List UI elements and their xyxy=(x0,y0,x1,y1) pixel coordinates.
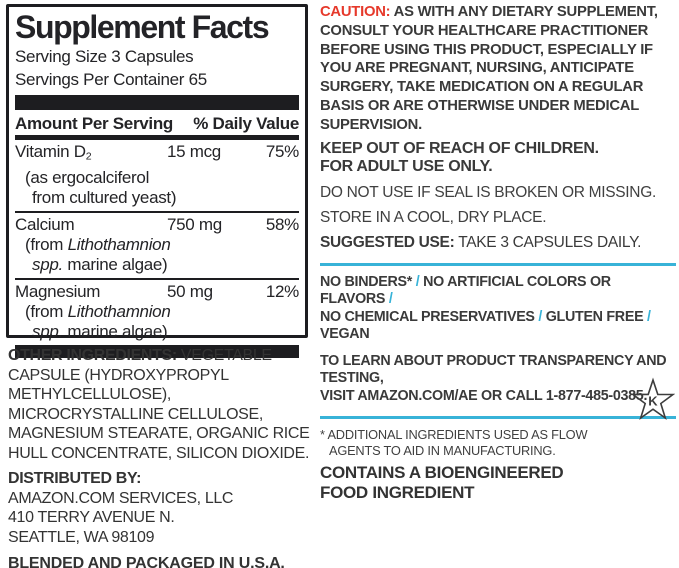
claim-text: VEGAN xyxy=(320,326,370,343)
nutrient-name-subscript: 2 xyxy=(85,150,92,163)
suggested-use-text: TAKE 3 CAPSULES DAILY. xyxy=(454,233,642,251)
note-spp-italic: spp. xyxy=(32,321,63,341)
claim-separator: / xyxy=(388,291,393,308)
amount-per-serving-label: Amount Per Serving xyxy=(15,114,174,133)
bottom-black-bar xyxy=(15,344,299,358)
warning-pair: KEEP OUT OF REACH OF CHILDREN. FOR ADULT… xyxy=(320,140,676,176)
bioengineered-line: FOOD INGREDIENT xyxy=(320,482,475,502)
nutrient-daily-value: 58% xyxy=(265,214,299,234)
transparency-line: VISIT AMAZON.COM/AE OR CALL 1-877-485-03… xyxy=(320,387,648,404)
daily-value-label: % Daily Value xyxy=(193,114,299,133)
claim-separator: / xyxy=(647,308,651,325)
nutrient-amount: 50 mg xyxy=(167,281,213,301)
other-ingredients: OTHER INGREDIENTS: VEGETABLE CAPSULE (HY… xyxy=(8,346,312,463)
row-divider xyxy=(15,210,299,213)
note-text: (from xyxy=(25,301,68,321)
bioengineered-line: CONTAINS A BIOENGINEERED xyxy=(320,463,564,483)
note-genus-italic: Lithothamnion xyxy=(67,234,171,254)
nutrient-main-line: Magnesium 50 mg 12% xyxy=(15,281,299,302)
nutrient-source-note: spp. marine algae) xyxy=(15,322,299,342)
distributed-by-label: DISTRIBUTED BY: xyxy=(8,470,142,487)
nutrient-row-vitamin-d2: Vitamin D2 15 mcg 75% (as ergocalciferol… xyxy=(15,140,299,213)
other-ingredients-text: VEGETABLE CAPSULE (HYDROXYPROPYL METHYLC… xyxy=(8,347,310,462)
claim-text: NO ARTIFICIAL COLORS OR FLAVORS xyxy=(320,273,611,308)
claims-line: NO BINDERS* / NO ARTIFICIAL COLORS OR FL… xyxy=(320,274,676,344)
header-rule xyxy=(15,135,299,140)
caution-label: CAUTION: xyxy=(320,4,391,20)
nutrient-daily-value: 12% xyxy=(265,281,299,301)
supplement-facts-panel: Supplement Facts Serving Size 3 Capsules… xyxy=(6,4,308,358)
claim-text: GLUTEN FREE xyxy=(545,308,644,325)
nutrient-source-note: (from Lithothamnion xyxy=(15,235,299,255)
panel-title: Supplement Facts xyxy=(15,9,270,45)
star-k-letter: K xyxy=(648,394,658,409)
flow-agents-footnote: * ADDITIONAL INGREDIENTS USED AS FLOW AGE… xyxy=(320,427,676,458)
top-black-bar xyxy=(15,95,299,110)
caution-text: AS WITH ANY DIETARY SUPPLEMENT, CONSULT … xyxy=(320,4,658,133)
nutrient-source-note: (from Lithothamnion xyxy=(15,302,299,322)
note-spp-italic: spp. xyxy=(32,254,63,274)
claim-text: NO CHEMICAL PRESERVATIVES xyxy=(320,308,535,325)
distributed-by: DISTRIBUTED BY: AMAZON.COM SERVICES, LLC… xyxy=(8,469,312,547)
panel-header-row: Amount Per Serving % Daily Value xyxy=(15,110,299,135)
nutrient-row-magnesium: Magnesium 50 mg 12% (from Lithothamnion … xyxy=(15,280,299,342)
keep-out-statement: KEEP OUT OF REACH OF CHILDREN. xyxy=(320,139,599,157)
caution-paragraph: CAUTION: AS WITH ANY DIETARY SUPPLEMENT,… xyxy=(320,3,676,135)
star-k-kosher-icon: K xyxy=(631,377,675,421)
warnings-column: CAUTION: AS WITH ANY DIETARY SUPPLEMENT,… xyxy=(320,3,676,502)
distributor-street: 410 TERRY AVENUE N. xyxy=(8,509,175,526)
note-genus-italic: Lithothamnion xyxy=(67,301,171,321)
note-text: marine algae) xyxy=(62,321,168,341)
nutrient-name: Vitamin D2 xyxy=(15,141,167,168)
nutrient-source-note: spp. marine algae) xyxy=(15,255,299,275)
claim-text: NO BINDERS* xyxy=(320,273,413,290)
servings-per-container: Servings Per Container 65 xyxy=(15,70,207,89)
claim-separator: / xyxy=(538,308,543,325)
transparency-statement: TO LEARN ABOUT PRODUCT TRANSPARENCY AND … xyxy=(320,353,676,406)
claim-separator: / xyxy=(415,273,420,290)
bioengineered-statement: CONTAINS A BIOENGINEERED FOOD INGREDIENT xyxy=(320,463,676,502)
cyan-divider-bottom xyxy=(320,416,676,420)
nutrient-amount: 750 mg xyxy=(167,214,222,234)
storage-statement: STORE IN A COOL, DRY PLACE. xyxy=(320,208,547,226)
serving-size: Serving Size 3 Capsules xyxy=(15,47,194,66)
nutrient-source-note: (as ergocalciferol xyxy=(25,167,150,187)
footnote-line: AGENTS TO AID IN MANUFACTURING. xyxy=(329,442,556,458)
blended-packaged-statement: BLENDED AND PACKAGED IN U.S.A. xyxy=(8,555,285,568)
note-text: (from xyxy=(25,234,68,254)
nutrient-source-note: from cultured yeast) xyxy=(32,187,177,207)
nutrient-daily-value: 75% xyxy=(265,142,299,161)
seal-statement: DO NOT USE IF SEAL IS BROKEN OR MISSING. xyxy=(320,183,656,201)
distributor-name: AMAZON.COM SERVICES, LLC xyxy=(8,489,234,507)
cyan-divider-top xyxy=(320,262,676,266)
footnote-asterisk: * xyxy=(320,427,325,443)
footnote-line: ADDITIONAL INGREDIENTS USED AS FLOW xyxy=(327,427,588,443)
nutrient-name: Calcium xyxy=(15,214,75,234)
suggested-use-label: SUGGESTED USE: xyxy=(320,233,455,251)
manufacturer-block: OTHER INGREDIENTS: VEGETABLE CAPSULE (HY… xyxy=(8,346,312,568)
suggested-use: SUGGESTED USE: TAKE 3 CAPSULES DAILY. xyxy=(320,234,676,252)
nutrient-row-calcium: Calcium 750 mg 58% (from Lithothamnion s… xyxy=(15,213,299,280)
other-ingredients-label: OTHER INGREDIENTS: xyxy=(8,347,177,364)
nutrient-main-line: Vitamin D2 15 mcg 75% xyxy=(15,141,299,168)
row-divider xyxy=(15,277,299,280)
nutrient-name-text: Vitamin D xyxy=(15,142,86,161)
nutrient-amount: 15 mcg xyxy=(167,142,221,161)
nutrient-main-line: Calcium 750 mg 58% xyxy=(15,214,299,235)
adult-use-statement: FOR ADULT USE ONLY. xyxy=(320,157,493,175)
distributor-city: SEATTLE, WA 98109 xyxy=(8,528,155,546)
note-text: marine algae) xyxy=(62,254,168,274)
transparency-line: TO LEARN ABOUT PRODUCT TRANSPARENCY AND … xyxy=(320,352,667,387)
nutrient-name: Magnesium xyxy=(15,281,101,301)
